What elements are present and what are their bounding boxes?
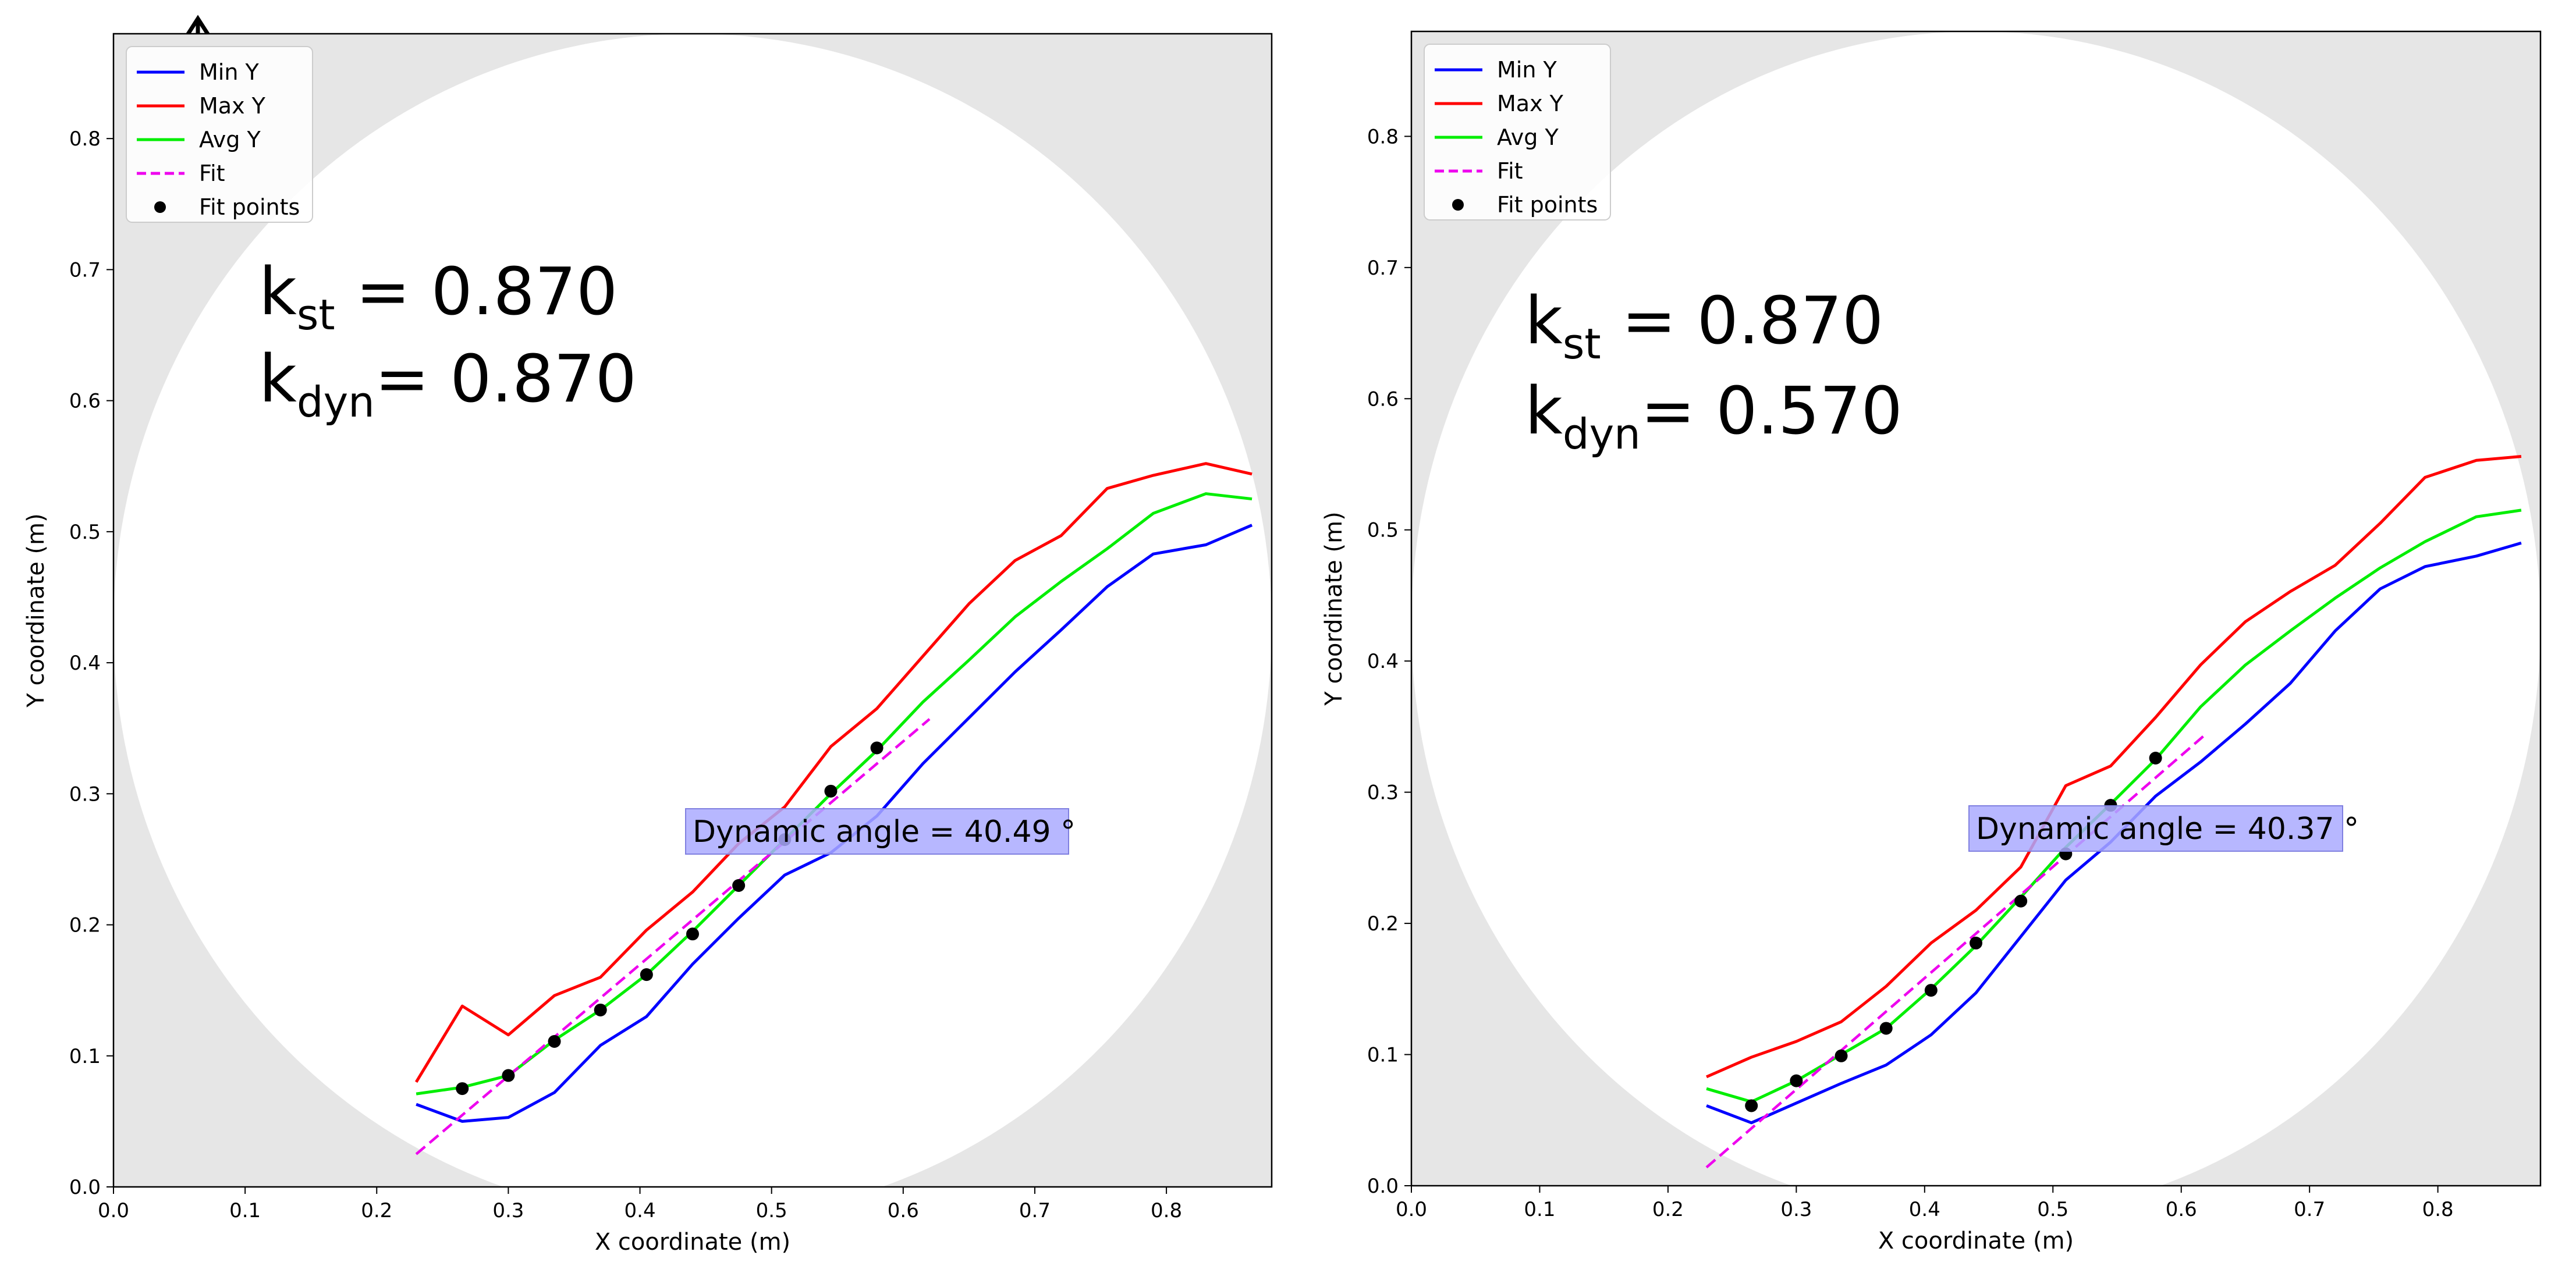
x-tick-label: 0.7 [1019, 1199, 1051, 1222]
y-tick-label: 0.0 [1367, 1175, 1399, 1198]
legend-label: Max Y [199, 93, 266, 119]
x-tick-label: 0.6 [888, 1199, 919, 1222]
fit-point [870, 741, 883, 755]
legend-label: Fit [199, 161, 225, 186]
k-static-label: kst = 0.870 [259, 254, 618, 339]
y-tick-label: 0.6 [69, 390, 101, 413]
fit-point [594, 1003, 607, 1016]
x-tick-label: 0.4 [625, 1199, 656, 1222]
drum-circle [113, 34, 1272, 1187]
fit-point [1790, 1074, 1803, 1087]
dynamic-angle-label: Dynamic angle = 40.37 ° [1976, 812, 2359, 847]
legend-label: Fit points [199, 194, 300, 220]
fit-point [1835, 1049, 1848, 1062]
fit-point [732, 879, 746, 892]
x-tick-label: 0.3 [492, 1199, 524, 1222]
y-tick-label: 0.4 [69, 652, 101, 675]
legend-box [126, 46, 313, 223]
x-tick-label: 0.1 [1524, 1198, 1555, 1221]
fit-point [1745, 1099, 1758, 1112]
legend-label: Fit [1497, 158, 1523, 184]
fit-point [548, 1034, 561, 1048]
x-axis-label: X coordinate (m) [1878, 1228, 2074, 1254]
y-tick-label: 0.2 [1367, 912, 1399, 936]
x-tick-label: 0.8 [2422, 1198, 2454, 1221]
y-tick-label: 0.1 [69, 1045, 101, 1068]
x-tick-label: 0.7 [2294, 1198, 2325, 1221]
y-tick-label: 0.3 [1367, 781, 1399, 805]
y-tick-label: 0.8 [1367, 125, 1399, 148]
fit-point [824, 784, 838, 798]
legend-box [1424, 44, 1611, 221]
dynamic-angle-label: Dynamic angle = 40.49 ° [693, 815, 1076, 849]
x-tick-label: 0.2 [1652, 1198, 1684, 1221]
fit-line [415, 718, 931, 1155]
y-tick-label: 0.5 [1367, 519, 1399, 542]
x-tick-label: 0.3 [1780, 1198, 1812, 1221]
y-tick-label: 0.1 [1367, 1044, 1399, 1067]
max-y-line [1706, 454, 2522, 1079]
fit-point [1879, 1022, 1893, 1035]
x-tick-label: 0.4 [1909, 1198, 1940, 1221]
fit-point [2149, 752, 2162, 765]
y-axis-label: Y coordinate (m) [1321, 511, 1347, 706]
fit-point [456, 1082, 469, 1096]
dynamic-angle-box [685, 808, 1069, 855]
x-tick-label: 0.2 [361, 1199, 392, 1222]
x-tick-label: 0.0 [1396, 1198, 1427, 1221]
x-tick-label: 0.0 [98, 1199, 129, 1222]
legend-marker [154, 201, 166, 213]
y-axis-label: Y coordinate (m) [23, 513, 49, 707]
fit-point [2014, 894, 2028, 908]
plot-frame [1410, 30, 2542, 1187]
legend-marker [1452, 199, 1464, 211]
y-tick-label: 0.8 [69, 127, 101, 151]
fit-point [686, 927, 699, 941]
legend-label: Max Y [1497, 91, 1564, 116]
y-tick-label: 0.6 [1367, 387, 1399, 411]
k-static-label: kst = 0.870 [1525, 283, 1883, 368]
y-tick-label: 0.0 [69, 1176, 101, 1199]
y-tick-label: 0.2 [69, 914, 101, 937]
legend-label: Fit points [1497, 192, 1598, 218]
dynamic-angle-box [1968, 805, 2343, 852]
y-tick-label: 0.7 [69, 258, 101, 282]
max-y-line [414, 462, 1252, 1083]
fit-point [1970, 936, 1982, 950]
legend-label: Min Y [1497, 57, 1557, 83]
x-axis-label: X coordinate (m) [595, 1229, 790, 1256]
legend-label: Min Y [199, 59, 260, 85]
k-dynamic-label: kdyn= 0.570 [1525, 374, 1903, 458]
drum-circle [1411, 31, 2540, 1186]
y-tick-label: 0.7 [1367, 257, 1399, 280]
x-tick-label: 0.8 [1151, 1199, 1182, 1222]
legend-label: Avg Y [1497, 125, 1559, 150]
chart-panel-left: 0.0 0.1 0.2 0.3 0.4 0.5 0.6 0.7 0.8 0.0 0.1 0.2 0.3 0… [23, 33, 1273, 1256]
chart-panel-right: 0.0 0.1 0.2 0.3 0.4 0.5 0.6 0.7 0.8 0.0 0.1 0.2 0.3 0… [1321, 30, 2542, 1254]
plot-frame [112, 33, 1273, 1188]
legend-label: Avg Y [199, 127, 261, 152]
x-tick-label: 0.5 [756, 1199, 787, 1222]
fit-point [502, 1069, 515, 1082]
y-tick-label: 0.4 [1367, 650, 1399, 673]
y-tick-label: 0.3 [69, 783, 101, 806]
x-tick-label: 0.5 [2037, 1198, 2068, 1221]
x-tick-label: 0.1 [229, 1199, 261, 1222]
y-tick-label: 0.5 [69, 521, 101, 544]
k-dynamic-label: kdyn= 0.870 [259, 342, 637, 426]
x-tick-label: 0.6 [2166, 1198, 2197, 1221]
fit-point [640, 968, 653, 982]
fit-point [1924, 984, 1938, 997]
